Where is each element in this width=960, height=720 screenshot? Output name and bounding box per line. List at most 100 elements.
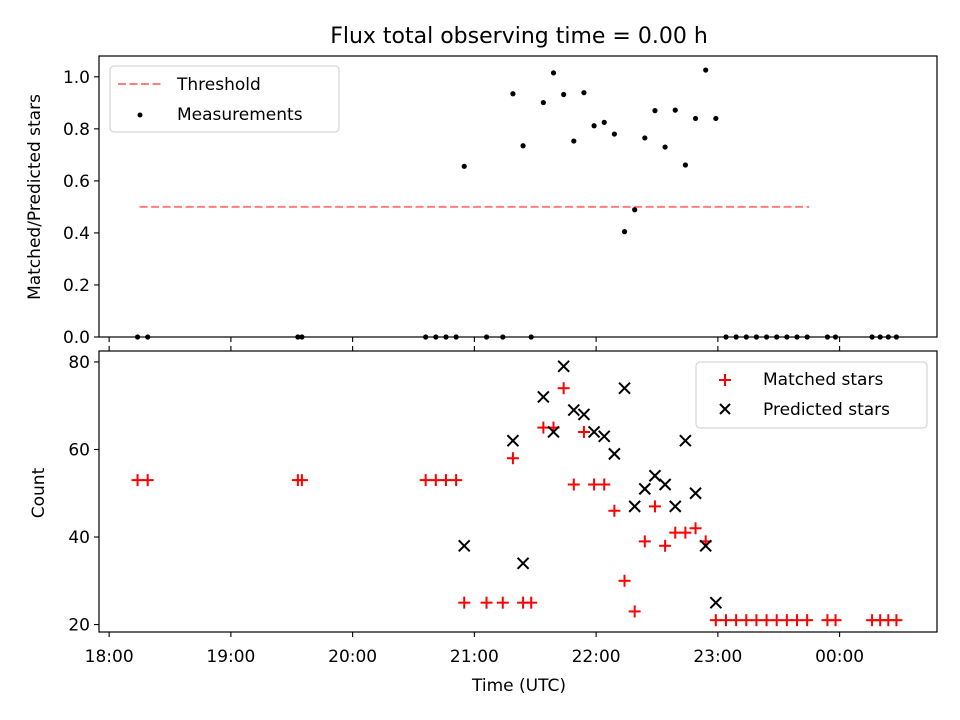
top-y-axis-label: Matched/Predicted stars [25, 94, 45, 300]
predicted-marker-b [709, 596, 723, 609]
matched-star-marker [659, 539, 672, 552]
matched-star-marker [740, 614, 753, 627]
predicted-marker-b [577, 408, 591, 421]
bottom-plot-marks [131, 360, 903, 627]
predicted-star-marker [587, 425, 601, 439]
measurement-point [662, 144, 668, 150]
predicted-marker-b [547, 425, 560, 439]
bottom-legend: Matched stars Predicted stars [695, 361, 928, 429]
matched-star-marker [730, 614, 743, 627]
matched-star-marker [450, 474, 463, 487]
top-y-tick-label: 0.0 [63, 328, 90, 348]
predicted-marker-b [567, 403, 581, 417]
predicted-star-marker [638, 482, 652, 496]
measurement-point [540, 99, 546, 106]
matched-legend-swatch [719, 374, 731, 386]
predicted-marker-b [557, 360, 570, 373]
predicted-marker-b [587, 425, 601, 439]
measurement-point [642, 135, 648, 141]
predicted-marker-b [537, 390, 550, 404]
measurement-point [601, 119, 607, 125]
x-tick-label: 21:00 [450, 647, 499, 667]
matched-star-marker [557, 382, 570, 395]
predicted-star-marker [557, 360, 570, 373]
matched-star-marker [525, 596, 538, 609]
predicted-marker-b [618, 381, 631, 395]
predicted-marker-b [658, 478, 672, 491]
matched-star-marker [709, 614, 722, 627]
predicted-marker-b [679, 434, 692, 447]
predicted-star-marker [567, 403, 581, 417]
bottom-y-axis: 20 40 60 80 [68, 353, 99, 636]
top-legend: Threshold Measurements [109, 65, 340, 133]
matched-star-marker [131, 474, 144, 487]
matched-star-marker [890, 614, 903, 627]
predicted-star-marker [598, 430, 611, 443]
top-x-ticks [108, 337, 841, 342]
measurement-point [581, 90, 587, 96]
predicted-marker-b [608, 447, 621, 461]
matched-star-marker [760, 614, 773, 627]
measurement-point [652, 108, 658, 114]
predicted-star-marker [547, 425, 560, 439]
predicted-legend-swatch [719, 403, 731, 415]
predicted-marker-b [628, 500, 641, 513]
matched-star-marker [638, 535, 651, 548]
predicted-marker-b [648, 469, 662, 482]
bottom-y-axis-label: Count [29, 467, 49, 518]
top-y-tick-label: 0.4 [63, 224, 90, 244]
bottom-panel: 20 40 60 80 18:00 19:00 20:00 21:00 22:00 23:00 0… [29, 346, 938, 696]
predicted-star-marker [618, 381, 631, 395]
top-y-tick-label: 0.2 [63, 276, 90, 296]
measurement-point [550, 70, 557, 76]
predicted-star-marker [628, 500, 641, 513]
predicted-star-marker [709, 596, 723, 609]
top-y-tick-label: 0.8 [63, 120, 90, 140]
measurement-point [632, 207, 638, 213]
matched-legend-label: Matched stars [763, 370, 883, 390]
matched-star-marker [567, 478, 580, 491]
matched-star-marker [801, 614, 814, 627]
matched-star-marker [628, 605, 641, 618]
predicted-marker-b [689, 487, 702, 500]
measurement-point [461, 163, 467, 169]
measurement-point [561, 91, 567, 98]
predicted-legend-label: Predicted stars [763, 400, 890, 420]
predicted-star-marker [537, 390, 550, 404]
x-tick-label: 00:00 [815, 647, 864, 667]
x-axis-label: Time (UTC) [471, 676, 566, 696]
measurement-point [682, 162, 688, 168]
matched-star-marker [480, 596, 493, 609]
predicted-marker-b [638, 482, 652, 496]
predicted-star-marker [699, 539, 712, 552]
top-legend-box [109, 65, 340, 133]
bottom-x-axis: 18:00 19:00 20:00 21:00 22:00 23:00 00:00 [85, 346, 864, 667]
bottom-y-tick-label: 40 [68, 528, 90, 548]
predicted-marker-b [506, 434, 520, 447]
matched-star-marker [496, 596, 509, 609]
predicted-star-marker [458, 539, 471, 552]
matched-star-marker [719, 614, 732, 627]
measurement-point [591, 123, 597, 129]
bottom-y-tick-label: 80 [68, 353, 90, 373]
bottom-legend-box [695, 361, 928, 429]
measurement-point [571, 138, 577, 144]
matched-star-marker [669, 526, 682, 539]
matched-star-marker [577, 425, 590, 438]
predicted-star-marker [608, 447, 621, 461]
matched-star-marker [750, 614, 763, 627]
measurements-legend-swatch [137, 112, 143, 118]
matched-star-marker [689, 522, 702, 535]
matched-star-marker [588, 478, 601, 491]
x-tick-label: 18:00 [85, 647, 134, 667]
x-tick-label: 22:00 [572, 647, 621, 667]
predicted-star-marker [658, 478, 672, 491]
matched-star-marker [141, 474, 154, 487]
measurement-point [692, 115, 699, 122]
matched-star-marker [439, 474, 452, 487]
measurements-legend-label: Measurements [177, 105, 303, 125]
predicted-marker-b [516, 557, 530, 570]
matched-star-marker [295, 474, 308, 487]
top-y-tick-label: 1.0 [63, 68, 90, 88]
x-tick-label: 19:00 [206, 647, 255, 667]
